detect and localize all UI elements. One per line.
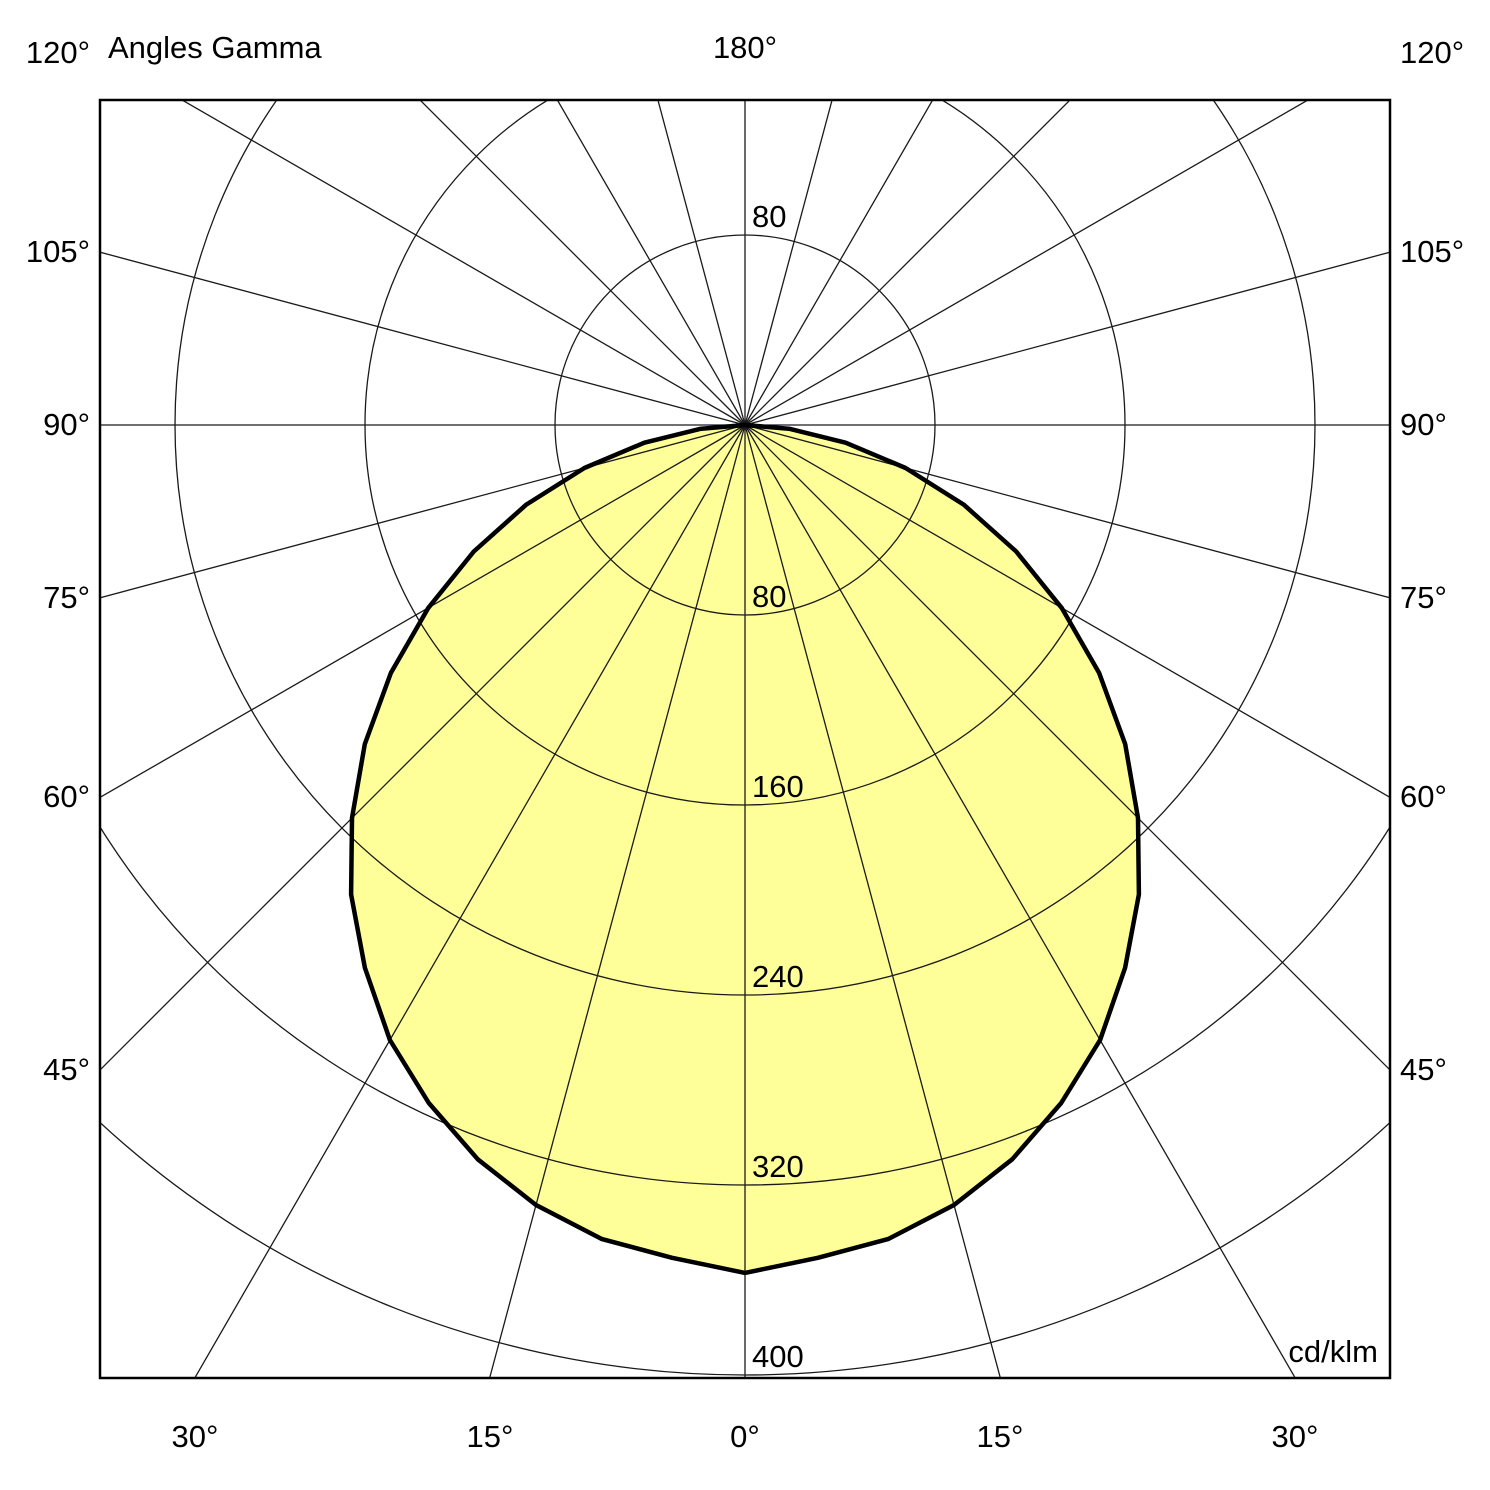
radial-tick-label: 160 [752,769,804,804]
gamma-label-left: 75° [43,580,90,615]
radial-tick-label: 80 [752,579,786,614]
gamma-label-right: 60° [1400,779,1447,814]
gamma-ray [100,424,746,799]
gamma-label-bottom: 30° [172,1419,219,1454]
gamma-label-left: 45° [43,1052,90,1087]
gamma-ray [744,251,1390,426]
gamma-ray [100,251,746,426]
gamma-ray [657,100,746,426]
gamma-label-right: 120° [1400,35,1464,70]
gamma-label-bottom: 30° [1272,1419,1319,1454]
radial-tick-label: 240 [752,959,804,994]
gamma-ray [556,100,746,426]
gamma-ray [744,424,1390,599]
gamma-label-bottom: 15° [977,1419,1024,1454]
chart-title: Angles Gamma [108,30,322,65]
gamma-label-right: 90° [1400,407,1447,442]
gamma-ray [100,424,746,599]
gamma-ray [100,424,746,1071]
gamma-ray [744,100,833,426]
gamma-ray [744,424,1002,1378]
gamma-ray [180,100,746,426]
gamma-ray [419,100,746,426]
gamma-label-left: 105° [26,234,90,269]
gamma-ray [744,100,1071,426]
gamma-label-bottom: 0° [730,1419,760,1454]
chart-frame [98,98,1392,1380]
gamma-ray [744,424,1296,1378]
gamma-label-left: 90° [43,407,90,442]
gamma-ray [744,100,934,426]
gamma-ray [744,424,1390,1071]
gamma-label-left: 60° [43,779,90,814]
gamma-label-bottom: 15° [467,1419,514,1454]
gamma-label-right: 45° [1400,1052,1447,1087]
intensity-curve-outline [348,422,1142,1276]
radial-tick-label: 400 [752,1339,804,1374]
gamma-ray [194,424,746,1378]
gamma-ray [744,424,1390,799]
gamma-ray [744,100,1310,426]
gamma-label-right: 75° [1400,580,1447,615]
radial-tick-label-above: 80 [752,199,786,234]
gamma-label-left: 120° [26,35,90,70]
gamma-ray [488,424,746,1378]
gamma-label-right: 105° [1400,234,1464,269]
radial-tick-label: 320 [752,1149,804,1184]
top-axis-label: 180° [713,30,777,65]
unit-label: cd/klm [1288,1334,1378,1369]
